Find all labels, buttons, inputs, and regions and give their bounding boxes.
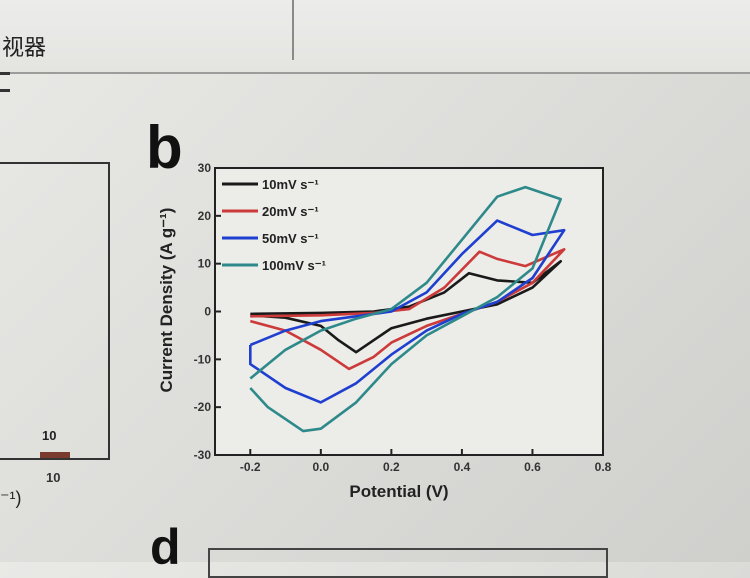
plot-frame [214, 167, 604, 456]
x-tick-label: 0.6 [524, 460, 541, 474]
y-tick-label: -20 [194, 400, 212, 414]
left-chart-frame [0, 162, 110, 460]
cropped-glyph [0, 72, 10, 92]
x-tick-label: 0.2 [383, 460, 400, 474]
y-tick-label: 20 [198, 209, 212, 223]
series-line-1 [249, 248, 566, 371]
cv-chart: 30 20 10 0 -10 -20 -30 -0.2 0.0 0.2 0.4 0.6 0.8 Poten… [157, 161, 612, 501]
left-chart-bar [40, 452, 70, 458]
title-divider [292, 0, 294, 60]
left-axis-unit-fragment: ⁻¹) [0, 488, 22, 508]
y-tick-label: 0 [204, 305, 211, 319]
series-line-2 [249, 219, 566, 404]
y-axis-label: Current Density (A g⁻¹) [157, 208, 176, 393]
window-title: 视器 [2, 36, 47, 61]
x-axis-label: Potential (V) [349, 482, 448, 501]
legend-label-1: 20mV s⁻¹ [262, 204, 319, 219]
legend-label-2: 50mV s⁻¹ [262, 231, 319, 246]
y-tick-label: 30 [198, 161, 212, 175]
legend-label-3: 100mV s⁻¹ [262, 258, 326, 273]
window-title-bar: 视器 [0, 0, 750, 74]
x-tick-label: 0.0 [312, 460, 329, 474]
legend-label-0: 10mV s⁻¹ [262, 177, 319, 192]
y-tick-label: -10 [194, 352, 212, 366]
y-tick-label: -30 [194, 448, 212, 462]
x-tick-label: 0.4 [454, 460, 471, 474]
y-tick-label: 10 [198, 257, 212, 271]
panel-label-b: b [146, 114, 183, 181]
x-tick-label: -0.2 [240, 460, 261, 474]
left-bar-value-label: 10 [42, 428, 57, 443]
series-line-3 [249, 185, 562, 433]
left-x-tick-label: 10 [46, 470, 61, 485]
x-tick-label: 0.8 [595, 460, 612, 474]
